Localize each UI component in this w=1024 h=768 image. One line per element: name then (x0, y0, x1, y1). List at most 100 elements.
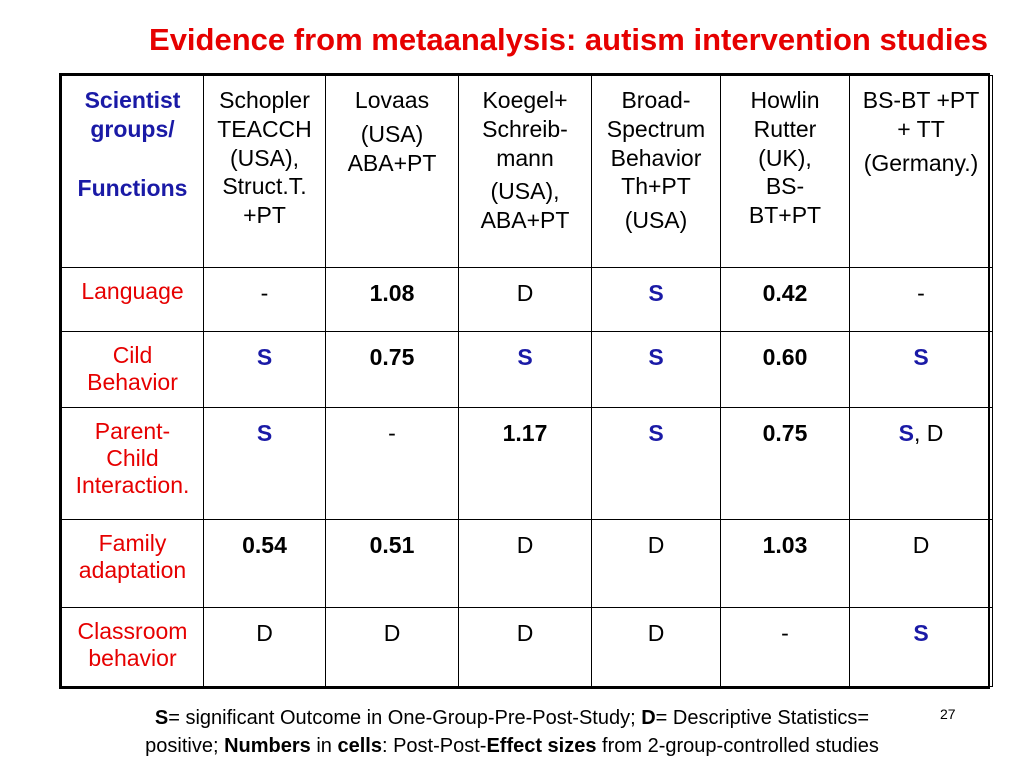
footnote-text: in (310, 735, 338, 758)
header-line: Schreib- (482, 115, 568, 142)
row-child-behavior: Cild Behavior S 0.75 S S 0.60 S (61, 331, 993, 408)
header-line: (Germany.) (863, 149, 979, 176)
header-line: +PT (243, 202, 286, 228)
header-line: Rutter (753, 115, 817, 142)
table-cell: D (849, 519, 993, 608)
footnote-bold: cells (337, 735, 382, 758)
row-label-line: Child (106, 445, 159, 472)
table-cell: 1.08 (325, 267, 459, 332)
corner-cell: Scientist groups/ Functions (61, 75, 204, 268)
legend-s-text: = significant Outcome in One-Group-Pre-P… (168, 707, 642, 729)
row-label: Cild Behavior (61, 331, 204, 408)
row-label-line: Behavior (87, 369, 178, 396)
row-label: Family adaptation (61, 519, 204, 608)
row-label-line: Classroom (77, 618, 188, 644)
table-cell: 1.03 (720, 519, 850, 608)
header-line: ABA+PT (480, 207, 570, 233)
table-cell: 0.42 (720, 267, 850, 332)
table-cell: D (203, 607, 326, 687)
table-cell: - (849, 267, 993, 332)
header-line: TEACCH (217, 115, 312, 142)
table-cell: 0.54 (203, 519, 326, 608)
row-family-adaptation: Family adaptation 0.54 0.51 D D 1.03 D (61, 519, 993, 608)
header-line: Struct.T. (222, 173, 307, 200)
header-line: (UK), (758, 144, 812, 171)
column-header-schopler: Schopler TEACCH (USA), Struct.T. +PT (203, 75, 326, 268)
table-cell: S (591, 331, 721, 408)
row-language: Language - 1.08 D S 0.42 - (61, 267, 993, 332)
table-cell: D (325, 607, 459, 687)
legend-footnote: S= significant Outcome in One-Group-Pre-… (0, 704, 1024, 761)
table-cell: D (591, 607, 721, 687)
header-line: Koegel+ (482, 87, 568, 113)
column-header-koegel: Koegel+ Schreib- mann (USA), ABA+PT (458, 75, 592, 268)
footnote-bold: Numbers (224, 735, 311, 758)
header-line: Howlin (750, 87, 820, 113)
header-line: (USA) (624, 207, 688, 233)
header-line: + TT (897, 115, 945, 142)
cell-significant: S (898, 420, 914, 446)
table-cell: S (203, 407, 326, 520)
table-cell: S (849, 331, 993, 408)
table-cell: S (591, 267, 721, 332)
header-line: Behavior (610, 144, 702, 171)
row-label: Language (61, 267, 204, 332)
row-label: Classroom behavior (61, 607, 204, 687)
corner-line-2: groups/ (90, 115, 175, 142)
header-line: Lovaas (354, 87, 430, 113)
footnote-text: : Post-Post- (381, 735, 487, 758)
corner-line-3: Functions (77, 174, 188, 201)
header-line: (USA) (360, 120, 424, 147)
column-header-bs-bt: BS-BT +PT + TT (Germany.) (849, 75, 993, 268)
table-cell: D (458, 607, 592, 687)
cell-descriptive: , D (913, 420, 944, 446)
footnote-line-2: positive; Numbers in cells: Post-Post-Ef… (0, 732, 1024, 760)
header-line: ABA+PT (347, 149, 437, 176)
row-parent-child-interaction: Parent- Child Interaction. S - 1.17 S 0.… (61, 407, 993, 520)
legend-d-key: D (641, 707, 656, 729)
table-cell: 0.51 (325, 519, 459, 608)
footnote-bold: Effect sizes (486, 735, 597, 758)
header-line: Schopler (219, 87, 310, 113)
row-classroom-behavior: Classroom behavior D D D D - S (61, 607, 993, 687)
column-header-lovaas: Lovaas (USA) ABA+PT (325, 75, 459, 268)
header-line: (USA), (490, 178, 560, 205)
legend-d-text: = Descriptive Statistics= (655, 707, 870, 729)
footnote-text: from 2-group-controlled studies (596, 735, 879, 758)
table-cell: 0.60 (720, 331, 850, 408)
table-cell: 0.75 (325, 331, 459, 408)
header-line: BS-BT +PT (862, 87, 980, 113)
row-label-line: behavior (88, 645, 177, 672)
slide-title: Evidence from metaanalysis: autism inter… (149, 22, 988, 57)
table-cell: D (458, 267, 592, 332)
row-label-line: Family (98, 530, 167, 556)
row-label-line: Parent- (94, 418, 171, 444)
table-cell: S (591, 407, 721, 520)
table-cell: - (720, 607, 850, 687)
table-cell: S (458, 331, 592, 408)
footnote-text: positive; (145, 735, 225, 758)
table-cell: S (203, 331, 326, 408)
table-cell: 0.75 (720, 407, 850, 520)
header-line: Spectrum (606, 115, 706, 142)
column-header-broad-spectrum: Broad- Spectrum Behavior Th+PT (USA) (591, 75, 721, 268)
table-cell: - (325, 407, 459, 520)
row-label-line: adaptation (78, 557, 187, 584)
header-line: Broad- (621, 87, 691, 113)
table-cell: S, D (849, 407, 993, 520)
table-cell: - (203, 267, 326, 332)
header-row: Scientist groups/ Functions Schopler TEA… (61, 75, 993, 268)
header-line: mann (496, 144, 554, 171)
corner-line-1: Scientist (84, 87, 181, 113)
header-line: (USA), (230, 144, 299, 171)
footnote-line-1: S= significant Outcome in One-Group-Pre-… (0, 704, 1024, 732)
header-line: BS- (765, 173, 805, 200)
table-cell: S (849, 607, 993, 687)
row-label: Parent- Child Interaction. (61, 407, 204, 520)
table-cell: D (591, 519, 721, 608)
row-label-line: Interaction. (75, 472, 190, 499)
results-table: Scientist groups/ Functions Schopler TEA… (59, 73, 993, 689)
row-label-line: Cild (112, 342, 153, 368)
legend-s-key: S (154, 707, 169, 729)
table-cell: D (458, 519, 592, 608)
